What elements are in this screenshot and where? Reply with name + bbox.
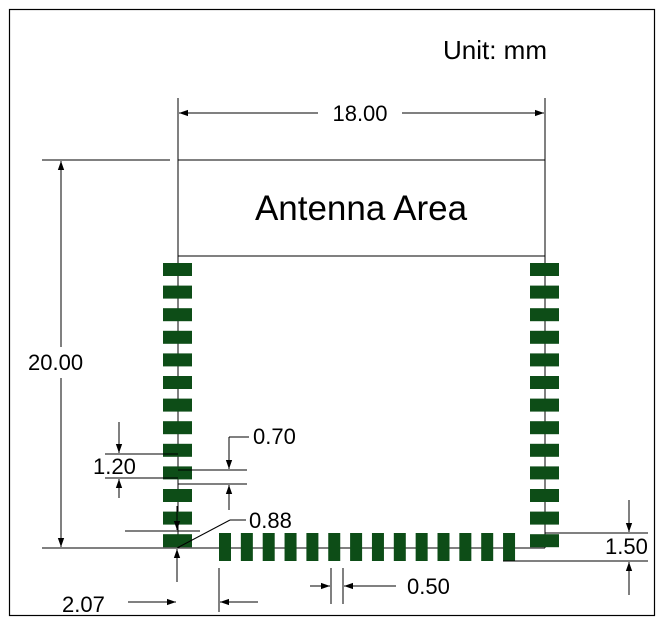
pad — [163, 398, 192, 412]
pad-offset-dimension — [125, 506, 246, 582]
pad — [163, 285, 192, 299]
pad-width-dimension — [178, 436, 249, 510]
pad — [163, 466, 192, 480]
pad — [530, 308, 559, 322]
pad — [437, 533, 450, 561]
pad-gap-dimension — [310, 568, 396, 604]
antenna-area-box — [177, 159, 546, 257]
pad-length-dimension — [503, 500, 648, 595]
pad-width-label: 0.70 — [253, 424, 296, 449]
pad — [530, 398, 559, 412]
pad — [530, 330, 559, 344]
pad — [328, 533, 341, 561]
pad — [503, 533, 516, 561]
pad — [371, 533, 384, 561]
pad — [415, 533, 428, 561]
pad — [163, 489, 192, 502]
pad — [530, 443, 559, 457]
pad — [163, 353, 192, 367]
pad — [530, 376, 559, 389]
edge-offset-dimension — [128, 568, 258, 612]
pad — [530, 511, 559, 525]
pad — [163, 330, 192, 344]
height-label: 20.00 — [28, 350, 83, 375]
pad — [459, 533, 472, 561]
pad — [163, 308, 192, 322]
width-label: 18.00 — [332, 101, 387, 126]
pad — [530, 285, 559, 299]
pad-length-label: 1.50 — [605, 534, 648, 559]
pitch-dimension — [105, 422, 178, 498]
pad — [481, 533, 494, 561]
edge-offset-label: 2.07 — [62, 592, 105, 617]
pad — [240, 533, 253, 561]
pad — [530, 466, 559, 480]
bottom-pad-row — [219, 533, 516, 561]
pad — [350, 533, 363, 561]
pad — [284, 533, 297, 561]
pad — [219, 533, 231, 561]
pad — [306, 533, 319, 561]
pad — [530, 421, 559, 435]
pitch-label: 1.20 — [93, 454, 136, 479]
height-dimension — [42, 159, 170, 547]
pad-gap-label: 0.50 — [407, 574, 450, 599]
pad — [530, 489, 559, 502]
pad — [163, 421, 192, 435]
pad — [530, 534, 559, 548]
pad — [163, 376, 192, 389]
pad — [163, 534, 192, 548]
pad — [530, 263, 559, 276]
pad — [163, 443, 192, 457]
unit-label: Unit: mm — [443, 35, 547, 65]
pad — [530, 353, 559, 367]
pad — [163, 263, 192, 276]
antenna-area-label: Antenna Area — [255, 189, 468, 228]
width-dimension — [177, 98, 546, 160]
pad — [393, 533, 406, 561]
pad-offset-label: 0.88 — [249, 508, 292, 533]
pad — [262, 533, 275, 561]
drawing-frame — [8, 8, 656, 617]
left-pad-column — [163, 263, 192, 548]
right-pad-column — [530, 263, 559, 548]
